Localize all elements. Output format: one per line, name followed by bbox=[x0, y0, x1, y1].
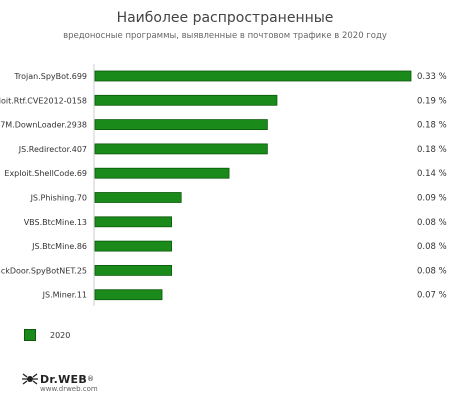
category-label: Exploit.ShellCode.69 bbox=[4, 169, 87, 178]
value-label: 0.18 % bbox=[417, 145, 447, 155]
bar bbox=[94, 216, 173, 228]
category-label: W97M.DownLoader.2938 bbox=[0, 121, 87, 130]
category-label: JS.BtcMine.86 bbox=[31, 242, 87, 251]
category-label: JS.Redirector.407 bbox=[18, 145, 87, 154]
category-label: JS.Phishing.70 bbox=[30, 194, 87, 203]
legend-label: 2020 bbox=[50, 330, 71, 340]
spider-icon bbox=[22, 373, 38, 385]
category-label: BackDoor.SpyBotNET.25 bbox=[0, 266, 87, 275]
value-label: 0.07 % bbox=[417, 291, 447, 301]
brand-block: Dr.WEB ® www.drweb.com bbox=[22, 371, 98, 393]
value-label: 0.08 % bbox=[417, 218, 447, 228]
bar bbox=[94, 143, 268, 155]
bar-chart: Trojan.SpyBot.699 0.33 % Exploit.Rtf.CVE20… bbox=[0, 64, 447, 306]
brand-url: www.drweb.com bbox=[40, 385, 98, 393]
legend: 2020 bbox=[24, 328, 70, 342]
bar bbox=[94, 264, 173, 276]
bar bbox=[94, 70, 412, 82]
legend-swatch bbox=[24, 329, 36, 341]
bar bbox=[94, 119, 268, 130]
bar bbox=[94, 240, 173, 252]
category-label: VBS.BtcMine.13 bbox=[24, 218, 87, 227]
chart-title: Наиболее распространенные bbox=[116, 10, 334, 26]
bar bbox=[94, 94, 278, 106]
bar bbox=[94, 192, 182, 203]
category-label: Exploit.Rtf.CVE2012-0158 bbox=[0, 96, 87, 105]
value-label: 0.08 % bbox=[417, 242, 447, 252]
value-label: 0.33 % bbox=[417, 72, 447, 82]
value-label: 0.08 % bbox=[417, 266, 447, 276]
category-label: Trojan.SpyBot.699 bbox=[13, 72, 87, 81]
drweb-logo: Dr.WEB ® bbox=[22, 371, 98, 387]
chart-subtitle: вредоносные программы, выявленные в почт… bbox=[63, 31, 387, 41]
value-label: 0.09 % bbox=[417, 194, 447, 204]
value-label: 0.18 % bbox=[417, 121, 447, 131]
category-label: JS.Miner.11 bbox=[42, 291, 87, 300]
bar bbox=[94, 167, 230, 179]
value-label: 0.19 % bbox=[417, 96, 447, 106]
registered-mark: ® bbox=[87, 375, 94, 383]
bar bbox=[94, 289, 163, 301]
brand-name: Dr.WEB bbox=[40, 372, 87, 386]
value-label: 0.14 % bbox=[417, 169, 447, 179]
